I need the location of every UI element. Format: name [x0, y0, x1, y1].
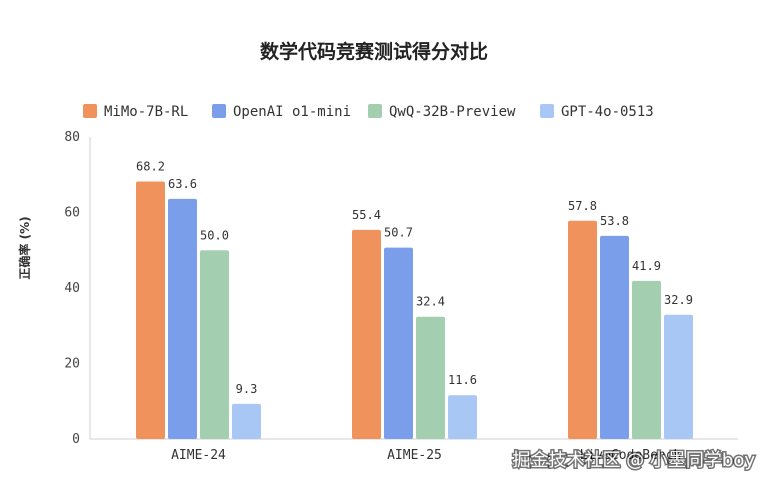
- legend-swatch: [212, 104, 226, 118]
- legend: MiMo-7B-RL OpenAI o1-mini QwQ-32B-Preview G…: [83, 104, 654, 120]
- x-category-label: AIME-24: [171, 448, 226, 463]
- bar: [568, 220, 597, 439]
- y-axis-label: 正确率 (%): [17, 216, 32, 279]
- legend-label: GPT-4o-0513: [561, 104, 654, 120]
- legend-item: OpenAI o1-mini: [212, 104, 351, 120]
- legend-swatch: [83, 104, 97, 118]
- legend-swatch: [368, 104, 382, 118]
- chart-title: 数学代码竞赛测试得分对比: [260, 40, 488, 63]
- bar-value-label: 11.6: [448, 373, 477, 387]
- bar: [168, 198, 197, 439]
- bar: [384, 247, 413, 439]
- y-axis-ticks: 0 20 40 60 80: [64, 130, 80, 447]
- legend-swatch: [540, 104, 554, 118]
- bar-value-label: 32.9: [664, 293, 693, 307]
- x-category-label: LiveCodeBench: [580, 448, 682, 463]
- y-tick-label: 0: [72, 432, 80, 447]
- bar: [200, 250, 229, 439]
- x-category-label: AIME-25: [387, 448, 442, 463]
- bar: [600, 235, 629, 439]
- legend-item: GPT-4o-0513: [540, 104, 654, 120]
- bar: [416, 316, 445, 439]
- y-tick-label: 40: [64, 281, 80, 296]
- bar: [632, 280, 661, 439]
- bar-value-label: 68.2: [136, 160, 165, 174]
- y-tick-label: 80: [64, 130, 80, 145]
- legend-item: MiMo-7B-RL: [83, 104, 188, 120]
- bar-value-label: 63.6: [168, 177, 197, 191]
- legend-item: QwQ-32B-Preview: [368, 104, 516, 120]
- bar-value-label: 50.0: [200, 228, 229, 242]
- bar: [232, 403, 261, 439]
- bar: [352, 229, 381, 439]
- y-tick-label: 60: [64, 206, 80, 221]
- bar: [664, 314, 693, 439]
- watermark: 掘金技术社区 @ 小墨同学boy: [512, 450, 755, 471]
- bar: [448, 395, 477, 439]
- x-axis-categories: AIME-24 AIME-25 LiveCodeBench: [171, 448, 681, 463]
- legend-label: QwQ-32B-Preview: [389, 104, 516, 120]
- bar-value-label: 53.8: [600, 214, 629, 228]
- bar-value-label: 32.4: [416, 295, 445, 309]
- bars: 68.263.6 50.0 9.3 55.450.7 32.4 11.6 57.853.8 4…: [136, 160, 693, 440]
- bar-value-label: 50.7: [384, 226, 413, 240]
- bar-value-label: 41.9: [632, 259, 661, 273]
- legend-label: OpenAI o1-mini: [233, 104, 351, 120]
- bar-value-label: 9.3: [236, 382, 258, 396]
- bar-value-label: 55.4: [352, 208, 381, 222]
- bar: [136, 181, 165, 440]
- y-tick-label: 20: [64, 357, 80, 372]
- bar-value-label: 57.8: [568, 199, 597, 213]
- legend-label: MiMo-7B-RL: [104, 104, 188, 120]
